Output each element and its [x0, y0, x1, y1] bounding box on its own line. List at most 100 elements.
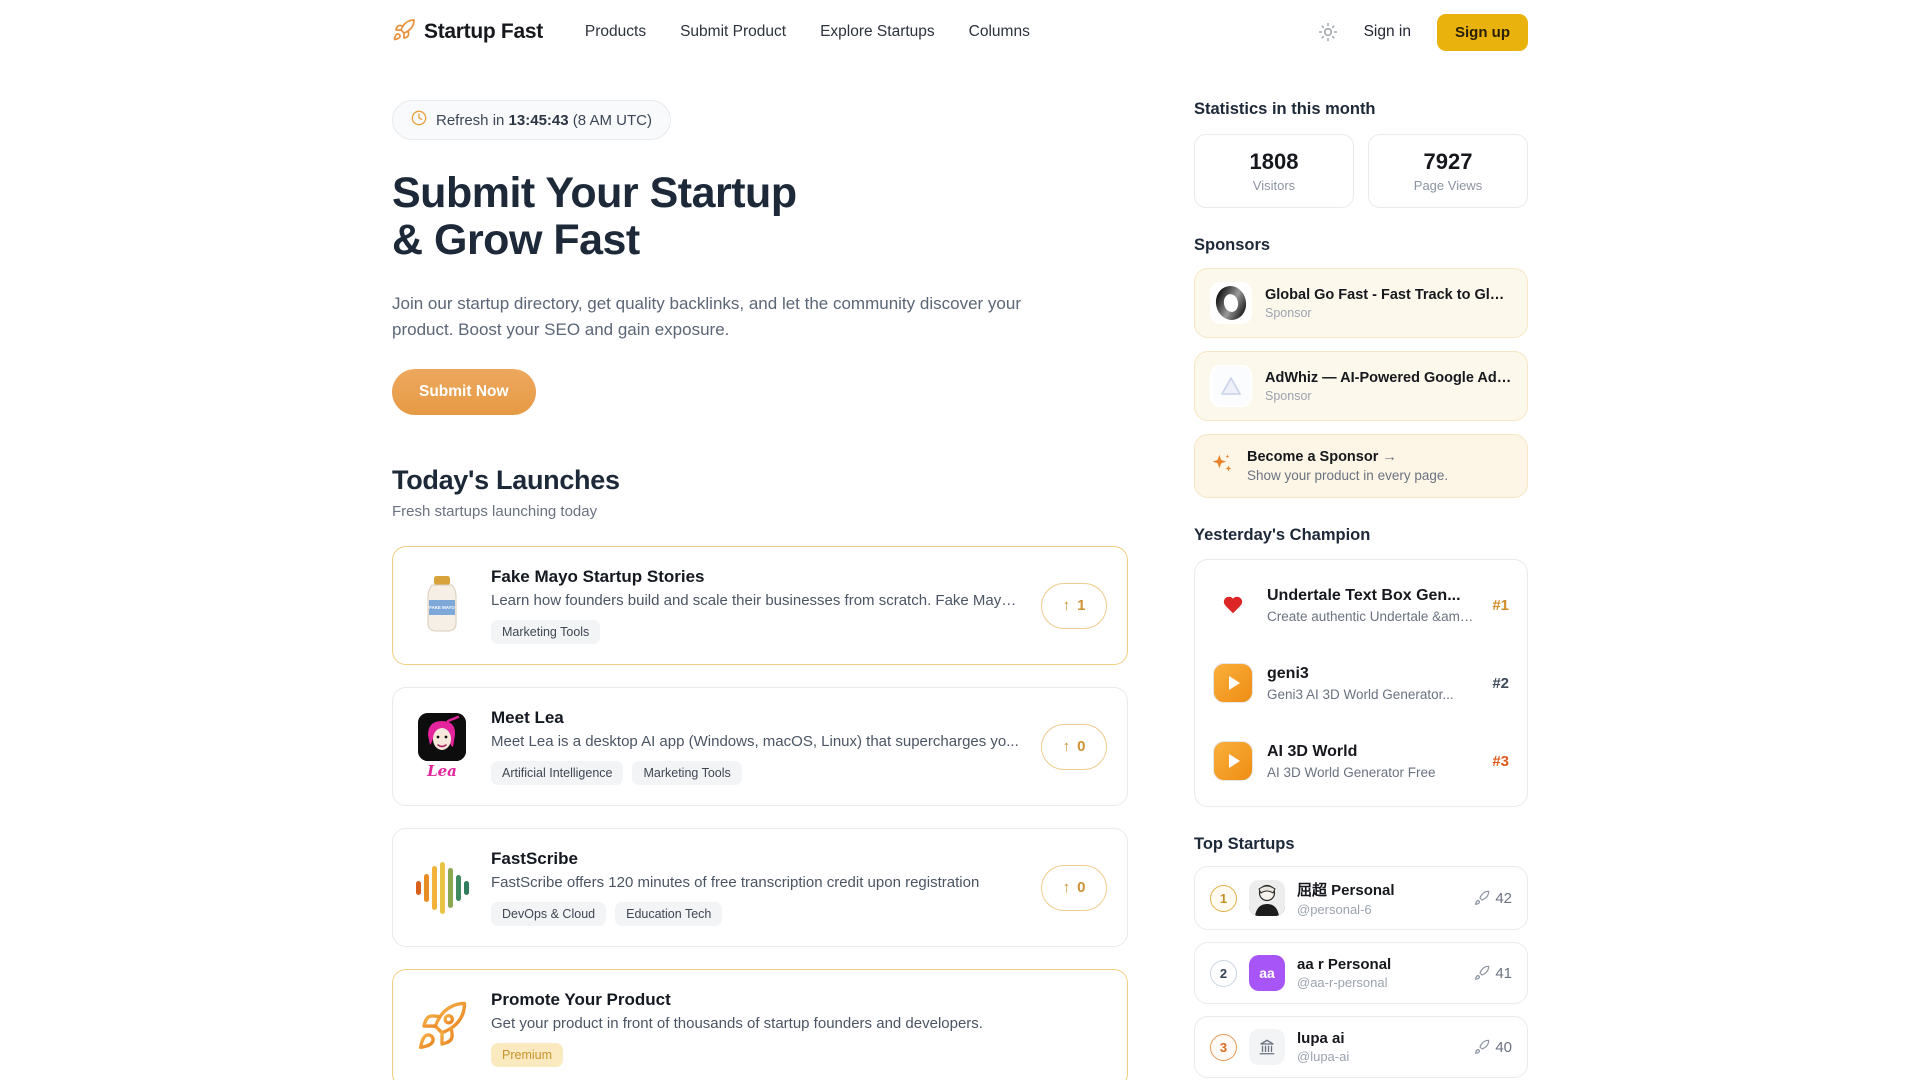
header: Startup Fast Products Submit Product Exp…: [392, 0, 1528, 64]
page-views-value: 7927: [1423, 149, 1473, 174]
avatar: [1249, 880, 1285, 916]
rank-number: 3: [1210, 1033, 1237, 1061]
tag-devops-cloud: DevOps & Cloud: [491, 902, 607, 927]
top-startup-row-3[interactable]: 3 lupa ai @lupa-ai: [1194, 1016, 1528, 1078]
nav-columns[interactable]: Columns: [968, 23, 1030, 40]
rocket-promo-icon: [415, 999, 469, 1058]
statistics-title: Statistics in this month: [1194, 100, 1376, 118]
rank-badge: #1: [1492, 596, 1509, 614]
upvote-button[interactable]: ↑ 0: [1041, 723, 1107, 770]
champion-name: geni3: [1267, 664, 1309, 682]
sponsor-adwhiz[interactable]: AdWhiz — AI-Powered Google Ads ... Spons…: [1194, 351, 1528, 421]
become-sponsor-title: Become a Sponsor →: [1247, 449, 1397, 465]
adwhiz-logo: [1210, 365, 1252, 407]
rocket-logo-icon: [392, 18, 416, 47]
rank-number: 2: [1210, 959, 1237, 987]
rank-number: 1: [1210, 884, 1237, 912]
top-startups-title: Top Startups: [1194, 835, 1295, 853]
rocket-count-icon: [1475, 1039, 1490, 1054]
launch-card-fastscribe[interactable]: FastScribe FastScribe offers 120 minutes…: [392, 828, 1128, 948]
arrow-right-icon: →: [1382, 449, 1397, 465]
sponsor-global-go-fast[interactable]: Global Go Fast - Fast Track to Global...…: [1194, 268, 1528, 338]
champion-card: Undertale Text Box Gen... Create authent…: [1194, 559, 1528, 807]
sponsor-label: Sponsor: [1265, 305, 1312, 320]
refresh-text: Refresh in 13:45:43 (8 AM UTC): [436, 111, 652, 129]
launch-title: FastScribe: [491, 849, 578, 869]
upvote-count: 0: [1077, 879, 1086, 897]
upvote-total: 42: [1495, 889, 1512, 907]
hero-description: Join our startup directory, get quality …: [392, 293, 1021, 339]
champion-row-undertale[interactable]: Undertale Text Box Gen... Create authent…: [1195, 566, 1527, 644]
tag-marketing-tools: Marketing Tools: [491, 620, 601, 645]
play-icon: [1213, 741, 1253, 781]
champion-name: AI 3D World: [1267, 742, 1358, 760]
launch-card-fake-mayo[interactable]: FAKE MAYO Fake Mayo Startup Stories Lear…: [392, 546, 1128, 666]
champion-description: Geni3 AI 3D World Generator...: [1267, 686, 1454, 702]
become-sponsor-card[interactable]: Become a Sponsor → Show your product in e…: [1194, 434, 1528, 498]
launch-card-meet-lea[interactable]: Lea Meet Lea Meet Lea is a desktop AI ap…: [392, 687, 1128, 807]
launch-description: Learn how founders build and scale their…: [491, 592, 1021, 610]
svg-text:FAKE MAYO: FAKE MAYO: [429, 605, 455, 610]
clock-icon: [411, 110, 427, 130]
startup-handle: @personal-6: [1297, 902, 1372, 917]
tag-artificial-intelligence: Artificial Intelligence: [491, 761, 624, 786]
launch-title: Fake Mayo Startup Stories: [491, 567, 705, 587]
visitors-value: 1808: [1249, 149, 1299, 174]
tag-marketing-tools: Marketing Tools: [632, 761, 742, 786]
launch-description: FastScribe offers 120 minutes of free tr…: [491, 874, 980, 892]
sponsors-title: Sponsors: [1194, 236, 1271, 254]
sign-in-link[interactable]: Sign in: [1363, 23, 1411, 40]
mayo-bottle-thumbnail: FAKE MAYO: [419, 574, 465, 637]
page-views-label: Page Views: [1413, 178, 1483, 193]
upvote-arrow-icon: ↑: [1062, 597, 1071, 615]
startup-name: 屈超 Personal: [1297, 882, 1395, 899]
launch-description: Meet Lea is a desktop AI app (Windows, m…: [491, 733, 1019, 751]
building-icon-avatar: [1249, 1029, 1285, 1065]
launches-subtitle: Fresh startups launching today: [392, 503, 598, 521]
top-startup-row-1[interactable]: 1 屈超 Personal @personal-6: [1194, 866, 1528, 930]
champion-description: AI 3D World Generator Free: [1267, 764, 1436, 780]
upvote-arrow-icon: ↑: [1062, 879, 1071, 897]
upvote-count: 1: [1077, 597, 1086, 615]
launch-title: Meet Lea: [491, 708, 564, 728]
champion-row-ai-3d-world[interactable]: AI 3D World AI 3D World Generator Free #…: [1195, 722, 1527, 800]
sign-up-button[interactable]: Sign up: [1437, 13, 1528, 51]
upvote-button[interactable]: ↑ 0: [1041, 864, 1107, 911]
upvote-count: 0: [1077, 738, 1086, 756]
promote-description: Get your product in front of thousands o…: [491, 1015, 983, 1033]
stat-card-page-views: 7927 Page Views: [1368, 134, 1528, 208]
play-icon: [1213, 663, 1253, 703]
waveform-thumbnail: [415, 861, 469, 914]
upvote-button[interactable]: ↑ 1: [1041, 582, 1107, 629]
sponsor-title: AdWhiz — AI-Powered Google Ads ...: [1265, 369, 1512, 386]
champion-description: Create authentic Undertale &amp...: [1267, 608, 1479, 624]
sparkles-icon: [1210, 452, 1234, 481]
nav-submit-product[interactable]: Submit Product: [680, 23, 787, 40]
become-sponsor-subtitle: Show your product in every page.: [1247, 468, 1449, 483]
rocket-count-icon: [1475, 965, 1490, 980]
top-startup-row-2[interactable]: 2 aa aa r Personal @aa-r-personal 41: [1194, 942, 1528, 1004]
champion-row-geni3[interactable]: geni3 Geni3 AI 3D World Generator... #2: [1195, 644, 1527, 722]
brand-logo[interactable]: Startup Fast: [392, 18, 543, 47]
rank-badge: #2: [1492, 674, 1509, 692]
rank-badge: #3: [1492, 752, 1509, 770]
nav-products[interactable]: Products: [584, 23, 647, 40]
refresh-time: 13:45:43: [508, 111, 569, 129]
tag-education-tech: Education Tech: [615, 902, 723, 927]
promote-title: Promote Your Product: [491, 990, 671, 1010]
promote-product-card[interactable]: Promote Your Product Get your product in…: [392, 969, 1128, 1080]
submit-now-button[interactable]: Submit Now: [392, 369, 536, 416]
launches-title: Today's Launches: [392, 465, 620, 496]
page-title: Submit Your Startup & Grow Fast: [392, 169, 797, 265]
avatar: aa: [1249, 955, 1285, 991]
launch-list: FAKE MAYO Fake Mayo Startup Stories Lear…: [392, 546, 1128, 1080]
champion-title: Yesterday's Champion: [1194, 526, 1371, 544]
startup-handle: @lupa-ai: [1297, 1049, 1350, 1064]
main-nav: Products Submit Product Explore Startups…: [585, 23, 1030, 41]
nav-explore-startups[interactable]: Explore Startups: [820, 23, 935, 40]
visitors-label: Visitors: [1252, 178, 1296, 193]
rocket-count-icon: [1475, 890, 1490, 905]
theme-toggle-sun-icon[interactable]: [1318, 22, 1338, 42]
startup-name: lupa ai: [1297, 1030, 1345, 1047]
upvote-arrow-icon: ↑: [1062, 738, 1071, 756]
